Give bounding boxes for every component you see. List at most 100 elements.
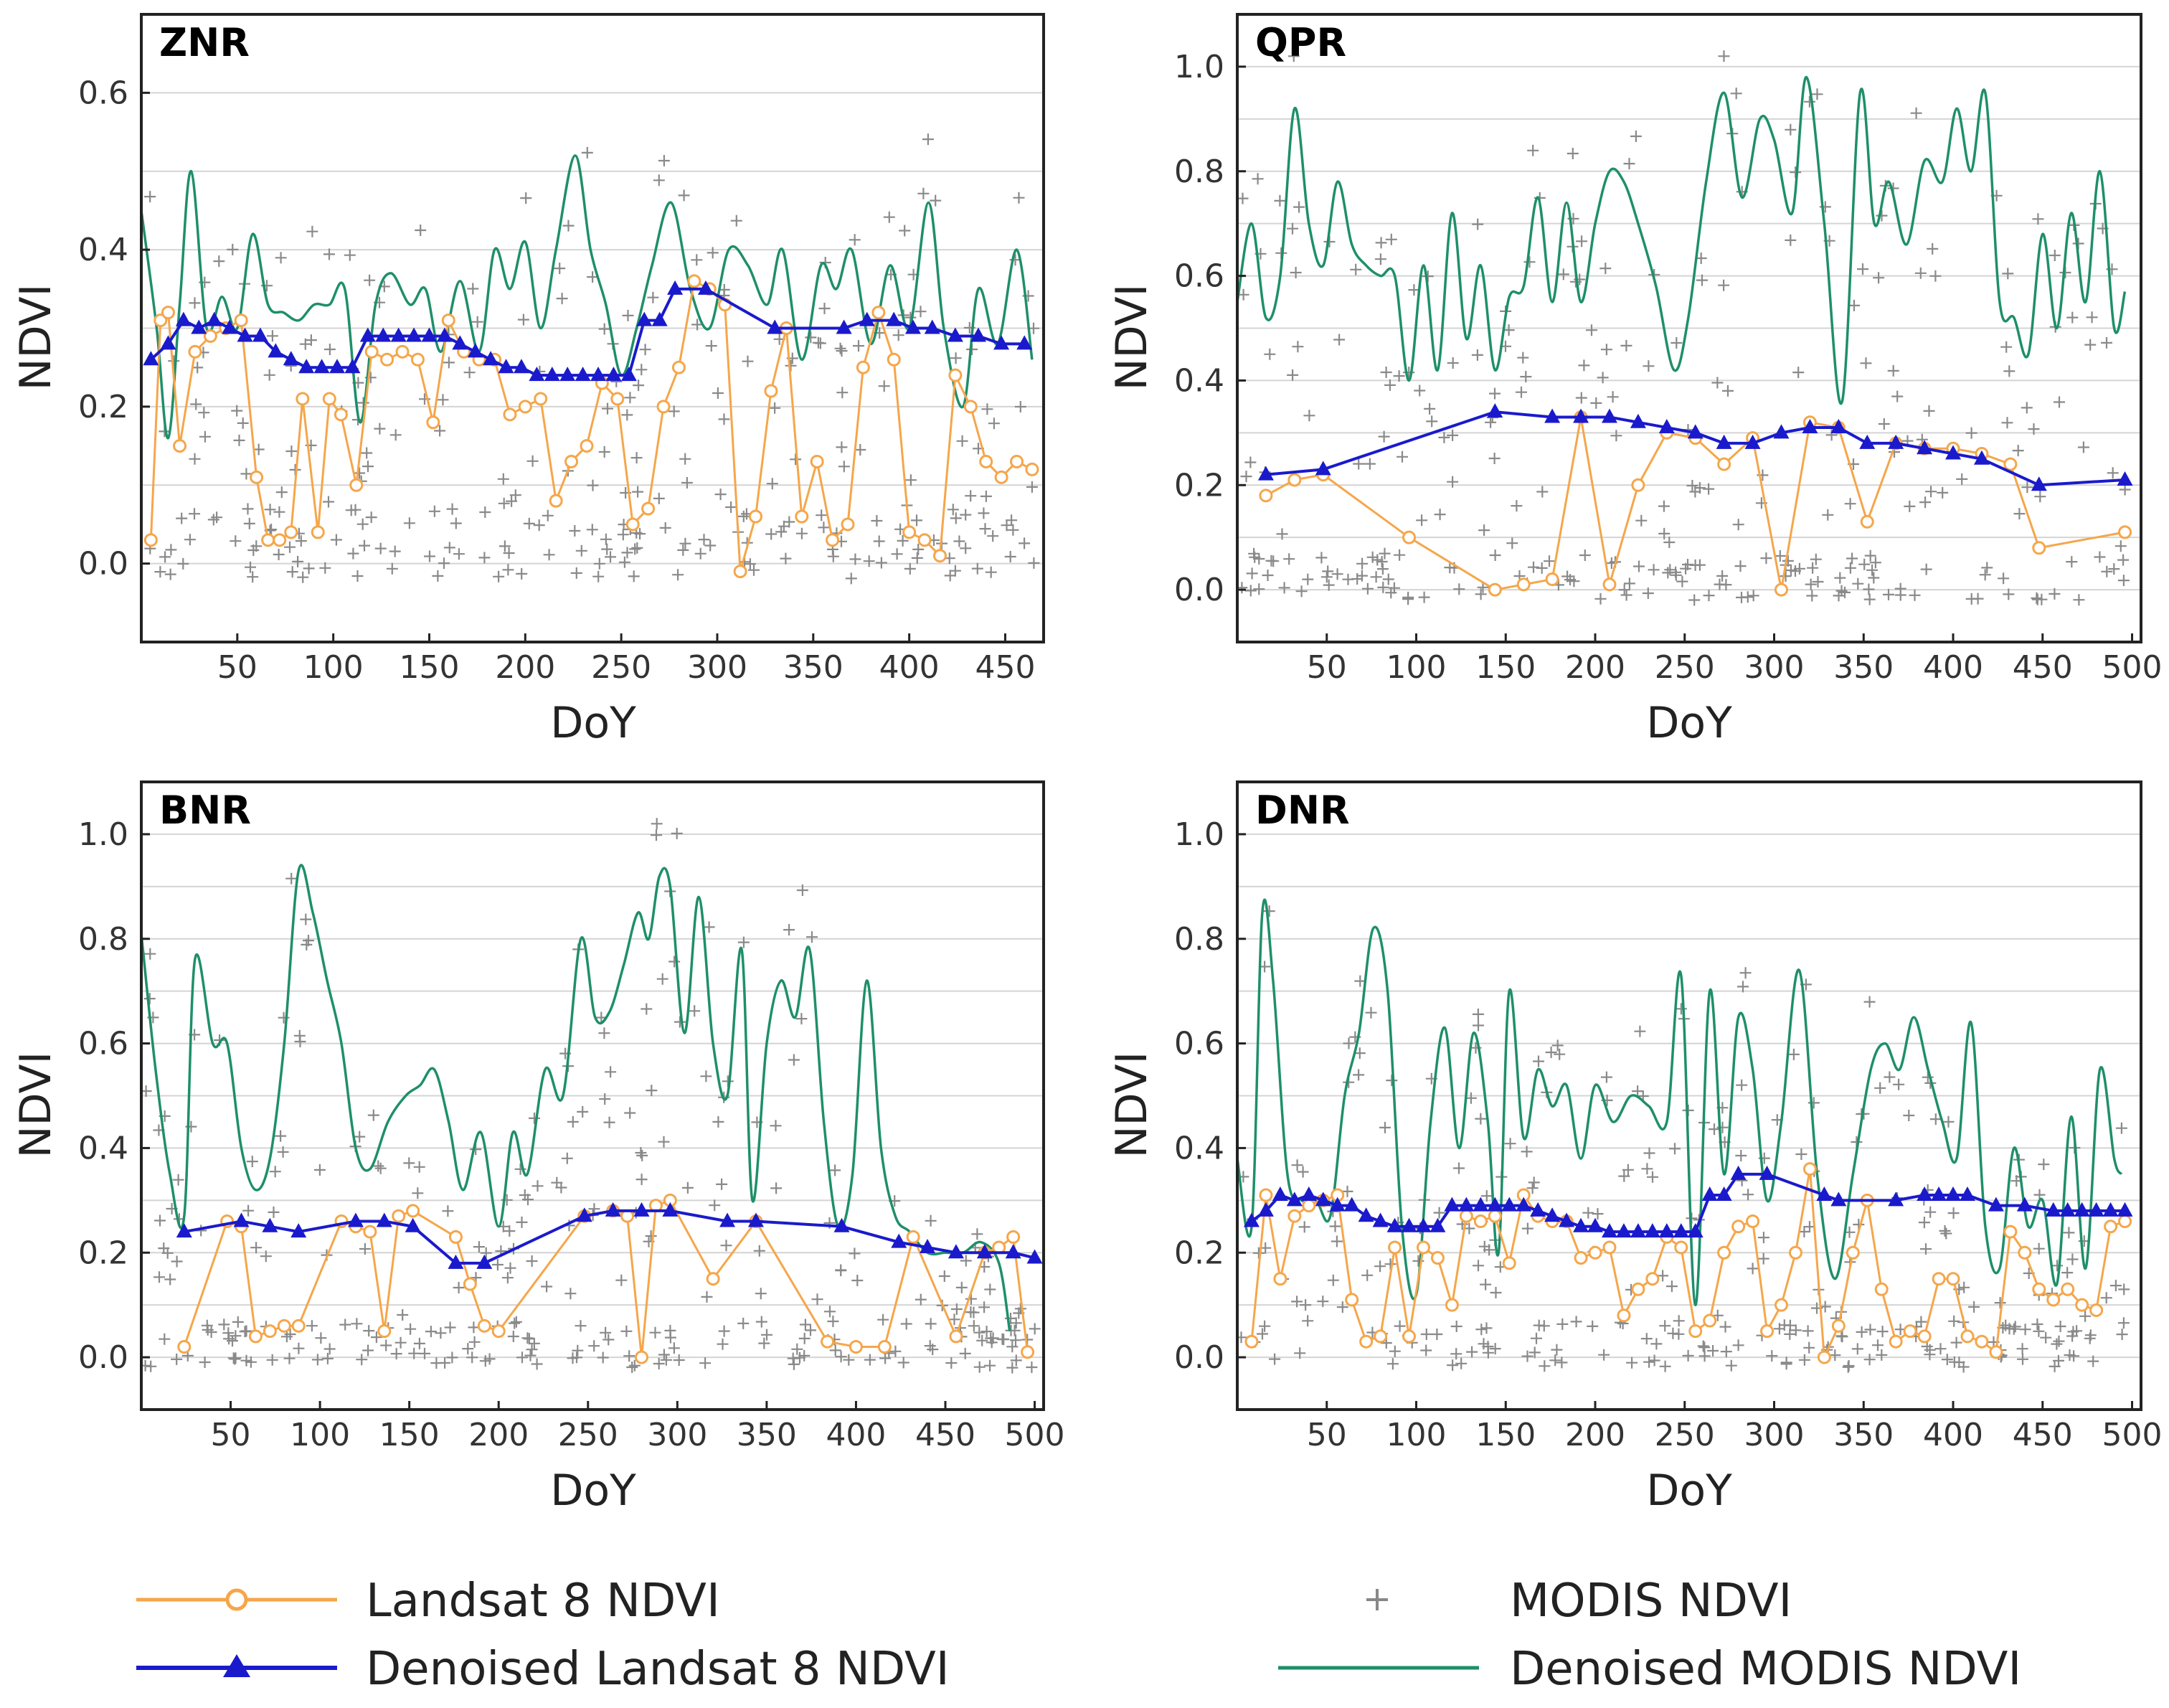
legend-denoised-modis-label: Denoised MODIS NDVI	[1510, 1643, 2021, 1696]
panel-znr-landsat-point	[441, 313, 455, 328]
panel-dnr-ytick-label: 0.2	[1174, 1235, 1224, 1271]
panel-dnr-ytick-label: 0.4	[1174, 1130, 1224, 1166]
panel-dnr-landsat-point	[2032, 1282, 2046, 1296]
panel-dnr-denoised-landsat-point	[1300, 1186, 1317, 1202]
panel-dnr-landsat-point	[1287, 1209, 1302, 1223]
panel-dnr-landsat-point	[1645, 1272, 1660, 1286]
panel-dnr-denoised-landsat-point	[1658, 1223, 1675, 1238]
panel-bnr-ytick-label: 0.4	[78, 1130, 128, 1166]
panel-bnr-ytick-label: 0.0	[78, 1339, 128, 1376]
panel-dnr-xtick-label: 100	[1386, 1417, 1447, 1453]
panel-dnr-denoised-landsat-point	[1716, 1186, 1732, 1202]
panel-znr-xtick-label: 300	[687, 649, 747, 686]
panel-znr-denoised-landsat-point	[375, 327, 392, 342]
panel-qpr-denoised-landsat-point	[1315, 461, 1331, 476]
panel-qpr: 50 100 150 200 250 300 350 400 450 5000.00.20.40.…	[1174, 13, 2163, 686]
panel-dnr-denoised-landsat-point	[1601, 1223, 1617, 1238]
panel-dnr-denoised-landsat-point	[1830, 1192, 1847, 1207]
panel-bnr-denoised-landsat-point	[576, 1207, 592, 1222]
panel-qpr-denoised-landsat-point	[1773, 424, 1790, 439]
panel-qpr-xtick-label: 250	[1655, 649, 1715, 686]
panel-bnr-denoised-landsat-point	[747, 1212, 764, 1227]
panel-qpr-landsat-point	[1545, 572, 1559, 586]
panel-znr-xtick-label: 250	[591, 649, 651, 686]
panel-dnr-landsat-point	[1359, 1334, 1374, 1349]
panel-bnr-denoised-landsat-line	[184, 1209, 1036, 1265]
panel-znr-denoised-landsat-point	[329, 359, 346, 374]
panel-bnr-denoised-landsat-point	[233, 1212, 250, 1227]
panel-qpr-landsat-point	[2032, 541, 2046, 555]
panel-dnr-ytick-label: 0.0	[1174, 1339, 1224, 1376]
panel-dnr-xtick-label: 50	[1307, 1417, 1347, 1453]
panel-znr-landsat-point	[963, 400, 978, 414]
panel-dnr-denoised-landsat-point	[1931, 1186, 1947, 1202]
panel-znr-xtick-label: 200	[495, 649, 555, 686]
panel-dnr-xtick-label: 200	[1565, 1417, 1625, 1453]
panel-dnr-xtick-label: 400	[1923, 1417, 1983, 1453]
panel-znr-xtick-label: 50	[217, 649, 257, 686]
panel-znr-denoised-landsat-point	[298, 359, 315, 374]
panel-dnr-xtick-label: 450	[2013, 1417, 2073, 1453]
panel-qpr-xtick-label: 200	[1565, 649, 1625, 686]
panel-dnr-yticks: 0.0 0.2 0.4 0.6 0.8 1.0	[1174, 816, 1246, 1376]
panel-dnr-landsat-point	[2118, 1214, 2132, 1228]
panel-znr-landsat-point	[234, 313, 248, 328]
panel-dnr-xlabel: DoY	[1646, 1466, 1732, 1516]
panel-dnr-landsat-point	[1817, 1350, 1831, 1364]
panel-qpr-xtick-label: 150	[1475, 649, 1536, 686]
panel-dnr-denoised-landsat-point	[2102, 1202, 2119, 1217]
panel-znr-landsat-point	[564, 454, 579, 468]
panel-dnr-ytick-label: 1.0	[1174, 816, 1224, 853]
panel-znr-denoised-landsat-points	[143, 280, 1033, 382]
panel-qpr-denoised-landsat-point	[1888, 434, 1904, 449]
panel-bnr-xtick-label: 350	[737, 1417, 797, 1453]
panel-qpr-denoised-landsat-point	[1744, 434, 1761, 449]
panel-znr-denoised-landsat-point	[483, 351, 499, 366]
panel-bnr-denoised-landsat-point	[1026, 1249, 1043, 1264]
panel-bnr-ytick-label: 0.6	[78, 1026, 128, 1062]
panel-znr-denoised-landsat-point	[667, 280, 684, 295]
panel-znr-landsat-point	[261, 533, 275, 547]
panel-dnr-landsat-point	[1259, 1188, 1273, 1202]
panel-bnr-landsat-line	[183, 1199, 1029, 1358]
panel-bnr-ylabel: NDVI	[11, 1052, 61, 1159]
panel-dnr-landsat-point	[1831, 1318, 1846, 1333]
panel-znr-denoised-landsat-point	[970, 327, 986, 342]
panel-znr-denoised-landsat-point	[283, 351, 299, 366]
panel-qpr-landsat-point	[1488, 582, 1502, 597]
panel-qpr-landsat-point	[1774, 582, 1788, 597]
panel-bnr-landsat-point	[635, 1350, 649, 1364]
panel-dnr-landsat-point	[1302, 1199, 1316, 1213]
panel-qpr-ytick-label: 0.6	[1174, 258, 1224, 295]
panel-bnr-xtick-label: 300	[647, 1417, 707, 1453]
panel-znr-landsat-point	[671, 360, 686, 374]
panel-qpr-denoised-landsat-point	[1573, 408, 1589, 423]
panel-bnr-denoised-landsat-point	[290, 1223, 307, 1238]
panel-qpr-xtick-label: 300	[1744, 649, 1805, 686]
panel-dnr-landsat-point	[1602, 1240, 1617, 1255]
panel-bnr-xticks: 50 100 150 200 250 300 350 400 450 500	[211, 1401, 1065, 1453]
panel-znr-denoised-landsat-point	[1016, 335, 1033, 350]
panel-dnr-denoised-landsat-point	[1415, 1217, 1432, 1232]
panel-dnr-landsat-point	[1502, 1256, 1516, 1270]
panel-bnr-denoised-landsat-point	[176, 1223, 192, 1238]
panel-bnr-xtick-label: 150	[379, 1417, 440, 1453]
panel-bnr-landsat-point	[377, 1324, 392, 1339]
panel-znr-landsat-point	[410, 352, 425, 367]
panel-dnr-denoised-landsat-point	[1644, 1223, 1660, 1238]
panel-znr-denoised-landsat-point	[513, 359, 529, 374]
panel-bnr-plot	[141, 818, 1043, 1374]
panel-dnr-landsat-point	[1717, 1245, 1731, 1260]
panel-dnr-landsat-point	[1574, 1251, 1588, 1265]
panel-znr-plot	[141, 133, 1040, 585]
legend-denoised-landsat-label: Denoised Landsat 8 NDVI	[366, 1643, 950, 1696]
panel-bnr-denoised-landsat-point	[476, 1254, 493, 1269]
panel-znr-landsat-point	[153, 313, 168, 328]
panel-dnr-landsat-point	[1388, 1240, 1402, 1255]
panel-qpr-denoised-landsat-point	[1859, 434, 1876, 449]
panel-dnr-denoised-landsat-point	[2117, 1202, 2133, 1217]
panel-znr-xtick-label: 150	[399, 649, 459, 686]
panel-znr-denoised-landsat-point	[886, 311, 902, 326]
panel-qpr-denoised-landsat-point	[2031, 476, 2047, 491]
